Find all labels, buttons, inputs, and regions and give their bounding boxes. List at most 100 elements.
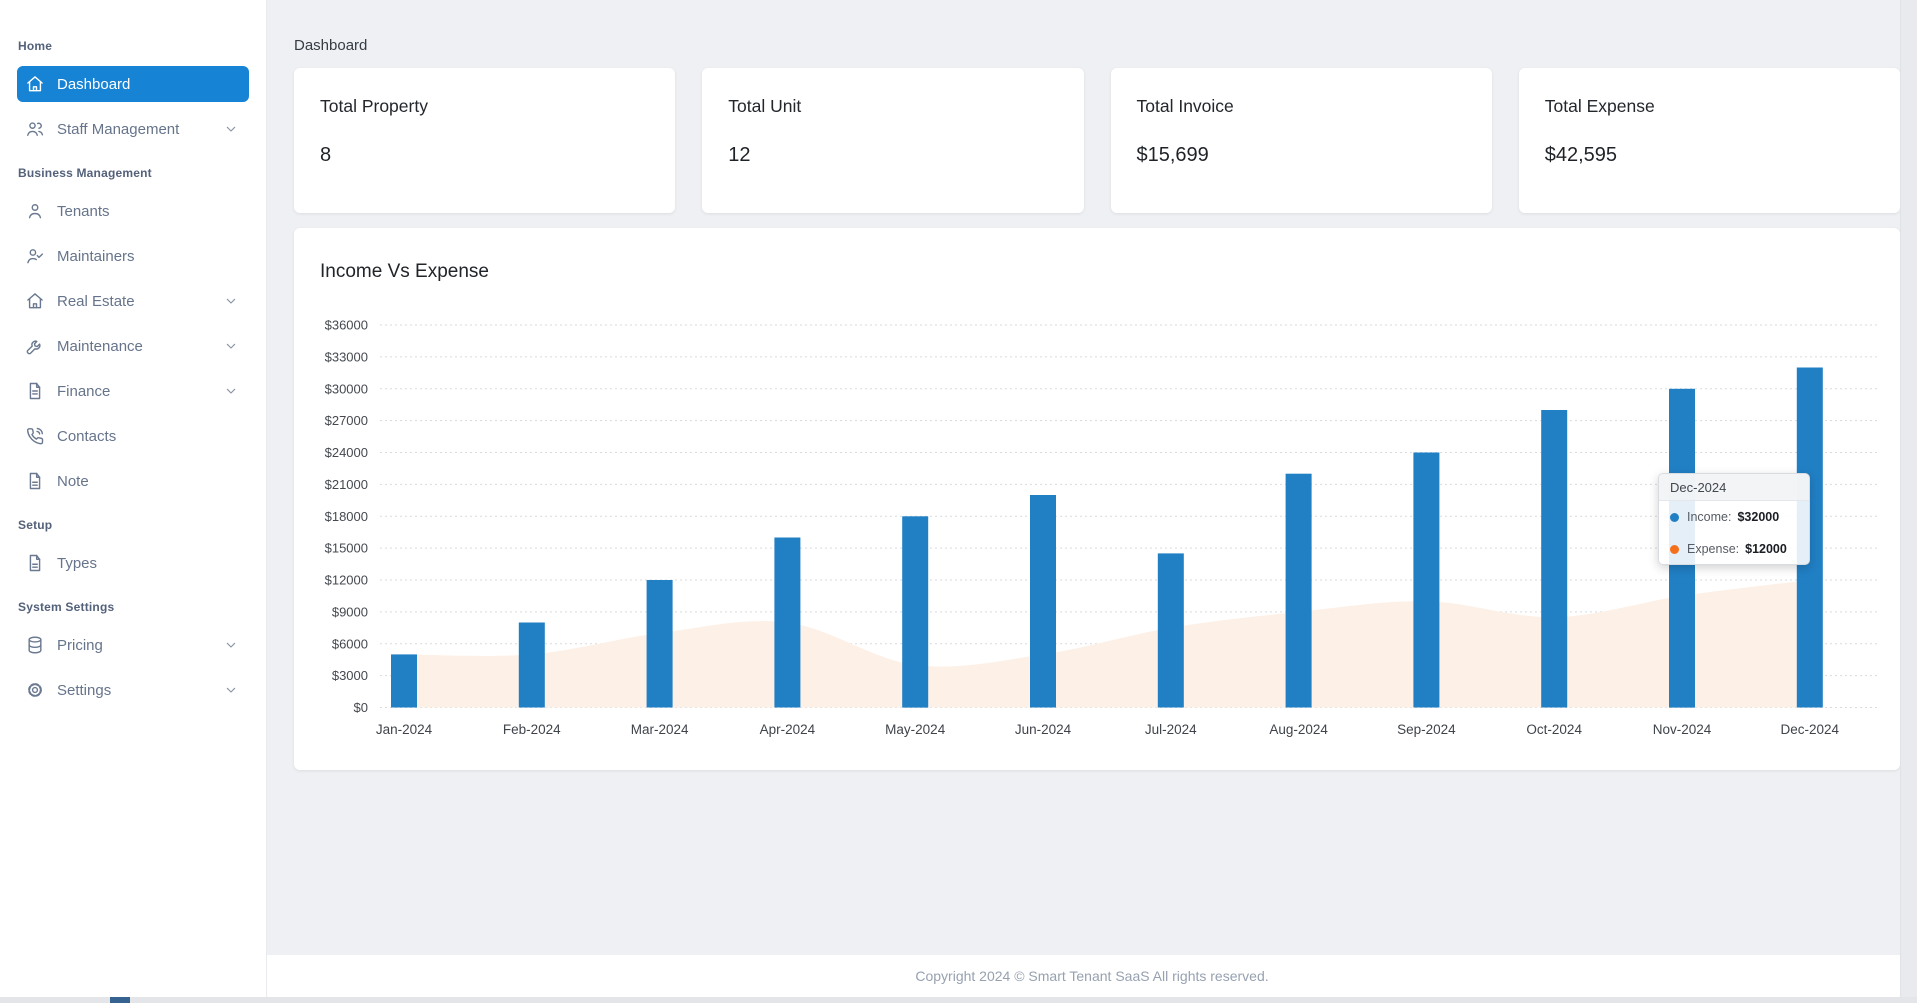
x-axis-label: Jan-2024 — [376, 722, 433, 737]
stat-card-total-invoice: Total Invoice $15,699 — [1110, 68, 1492, 213]
y-axis-tick-label: $33000 — [325, 349, 368, 364]
phone-icon — [25, 426, 45, 446]
wrench-icon — [25, 336, 45, 356]
stat-card-title: Total Unit — [728, 96, 802, 116]
y-axis-tick-label: $9000 — [332, 604, 368, 619]
content-inner: Dashboard Total Property 8 Total Unit 12 Tot… — [267, 37, 1917, 770]
users-icon — [25, 119, 45, 139]
chevron-down-icon — [223, 383, 239, 399]
series-dot-icon — [1670, 512, 1679, 522]
y-axis-tick-label: $24000 — [325, 445, 368, 460]
stat-card-title: Total Property — [320, 96, 428, 116]
y-axis-tick-label: $30000 — [325, 381, 368, 396]
chart-card: Income Vs Expense $0 $3000 $6000 $9000 $1200… — [294, 228, 1900, 770]
sidebar-item-tenants[interactable]: Tenants — [17, 193, 249, 229]
income-bar-apr-2024[interactable] — [774, 537, 801, 708]
stat-card-title: Total Invoice — [1136, 96, 1234, 116]
x-axis-label: Mar-2024 — [631, 722, 689, 737]
x-axis-label: Jun-2024 — [1015, 722, 1072, 737]
sidebar-item-label: Contacts — [57, 427, 117, 445]
income-bar-may-2024[interactable] — [902, 516, 929, 708]
vertical-scrollbar[interactable] — [1900, 0, 1917, 1003]
horizontal-scrollbar[interactable] — [0, 997, 1917, 1003]
income-expense-chart[interactable]: $0 $3000 $6000 $9000 $12000 $15000 $18000 $2100… — [294, 228, 1900, 770]
footer: Copyright 2024 © Smart Tenant SaaS All r… — [267, 955, 1917, 997]
sidebar-item-label: Tenants — [57, 202, 110, 220]
income-bar-mar-2024[interactable] — [646, 580, 673, 708]
income-bar-aug-2024[interactable] — [1285, 473, 1312, 708]
chevron-down-icon — [223, 682, 239, 698]
y-axis-tick-label: $15000 — [325, 541, 368, 556]
sidebar-item-pricing[interactable]: Pricing — [17, 627, 249, 663]
chevron-down-icon — [223, 293, 239, 309]
chart-title: Income Vs Expense — [320, 261, 489, 282]
stat-card-value: $42,595 — [1544, 144, 1618, 166]
sidebar-section-label-system-settings: System Settings — [18, 600, 115, 614]
series-dot-icon — [1670, 544, 1679, 554]
x-axis-label: Oct-2024 — [1526, 722, 1582, 737]
stat-cards-row: Total Property 8 Total Unit 12 Total Invoice… — [294, 68, 1900, 213]
user-check-icon — [25, 246, 45, 266]
page-title: Dashboard — [294, 37, 368, 54]
sidebar-item-staff-management[interactable]: Staff Management — [17, 111, 249, 147]
y-axis-tick-label: $3000 — [332, 668, 368, 683]
sidebar-section-label-business-management: Business Management — [18, 166, 152, 180]
expense-area-series — [404, 580, 1810, 708]
income-bar-feb-2024[interactable] — [518, 622, 545, 708]
sidebar-item-label: Real Estate — [57, 292, 135, 310]
file-icon — [25, 471, 45, 491]
x-axis-label: Jul-2024 — [1145, 722, 1197, 737]
sidebar-item-label: Note — [57, 472, 89, 490]
x-axis-label: Dec-2024 — [1781, 722, 1840, 737]
sidebar-item-label: Maintenance — [57, 337, 143, 355]
x-axis-label: May-2024 — [885, 722, 946, 737]
chevron-down-icon — [223, 637, 239, 653]
y-axis-tick-label: $21000 — [325, 477, 368, 492]
x-axis-label: Apr-2024 — [760, 722, 816, 737]
main-content: Dashboard Total Property 8 Total Unit 12 Tot… — [267, 0, 1917, 1003]
sidebar-item-maintenance[interactable]: Maintenance — [17, 328, 249, 364]
stat-card-total-property: Total Property 8 — [294, 68, 676, 213]
tooltip-rows: Income: $32000 Expense: $12000 — [1659, 501, 1809, 564]
stat-card-title: Total Expense — [1544, 96, 1655, 116]
sidebar-item-label: Dashboard — [57, 75, 131, 93]
sidebar: Home Dashboard Staff Management Business Ma… — [0, 0, 267, 1003]
sidebar-item-finance[interactable]: Finance — [17, 373, 249, 409]
y-axis-tick-label: $36000 — [325, 318, 368, 333]
sidebar-item-types[interactable]: Types — [17, 545, 249, 581]
y-axis-tick-label: $27000 — [325, 413, 368, 428]
sidebar-item-dashboard[interactable]: Dashboard — [17, 66, 249, 102]
sidebar-item-maintainers[interactable]: Maintainers — [17, 238, 249, 274]
sidebar-section-label-home: Home — [18, 39, 53, 53]
income-bar-jan-2024[interactable] — [391, 654, 417, 708]
house-icon — [25, 291, 45, 311]
income-bar-oct-2024[interactable] — [1541, 410, 1568, 708]
sidebar-item-label: Maintainers — [57, 247, 135, 265]
stat-card-value: $15,699 — [1136, 144, 1209, 166]
chart-tooltip: Dec-2024 Income: $32000 Expense: $12000 — [1658, 473, 1810, 565]
sidebar-item-label: Finance — [57, 382, 111, 400]
sidebar-item-label: Staff Management — [57, 120, 180, 138]
chevron-down-icon — [223, 338, 239, 354]
tooltip-row-income-: Income: $32000 — [1659, 501, 1809, 533]
income-bar-jul-2024[interactable] — [1157, 553, 1184, 708]
sidebar-item-real-estate[interactable]: Real Estate — [17, 283, 249, 319]
sidebar-item-note[interactable]: Note — [17, 463, 249, 499]
horizontal-scrollbar-thumb[interactable] — [110, 997, 130, 1003]
x-axis-label: Aug-2024 — [1269, 722, 1328, 737]
income-bar-sep-2024[interactable] — [1413, 452, 1440, 708]
file-icon — [25, 553, 45, 573]
income-bar-jun-2024[interactable] — [1030, 495, 1056, 708]
footer-copyright-text: Copyright 2024 © Smart Tenant SaaS All r… — [915, 968, 1269, 984]
y-axis-tick-label: $18000 — [325, 509, 368, 524]
y-axis-tick-label: $6000 — [332, 636, 368, 651]
sidebar-item-contacts[interactable]: Contacts — [17, 418, 249, 454]
tooltip-series-label: Expense: — [1687, 542, 1740, 556]
tooltip-series-value: $32000 — [1737, 510, 1780, 524]
sidebar-item-label: Settings — [57, 681, 112, 699]
tooltip-series-label: Income: — [1687, 510, 1732, 524]
sidebar-item-settings[interactable]: Settings — [17, 672, 249, 708]
gear-icon — [25, 680, 45, 700]
tooltip-title: Dec-2024 — [1659, 474, 1809, 501]
home-icon — [25, 74, 45, 94]
